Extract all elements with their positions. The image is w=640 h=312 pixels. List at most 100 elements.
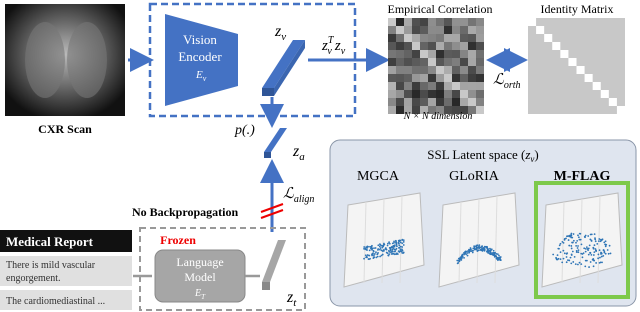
- matrix-cell: [436, 42, 444, 50]
- lm-symbol: ET: [194, 288, 206, 301]
- matrix-cell: [420, 98, 428, 106]
- scatter-point: [592, 259, 595, 262]
- scatter-point: [570, 234, 573, 236]
- z-t-bar: [262, 240, 286, 282]
- scatter-point: [577, 236, 580, 239]
- scatter-point: [593, 251, 596, 254]
- matrix-cell: [396, 50, 404, 58]
- scatter-point: [598, 249, 601, 252]
- matrix-cell: [444, 18, 452, 26]
- matrix-cell: [444, 26, 452, 34]
- scatter-point: [378, 248, 381, 251]
- scatter-point: [459, 256, 462, 259]
- scatter-point: [569, 256, 572, 259]
- matrix-cell: [412, 42, 420, 50]
- scatter-point: [401, 252, 404, 254]
- scatter-point: [377, 244, 380, 247]
- scatter-point: [381, 253, 384, 256]
- matrix-cell: [420, 66, 428, 74]
- matrix-cell: [388, 42, 396, 50]
- latent-title: SSL Latent space (zv): [427, 147, 538, 164]
- matrix-cell: [428, 26, 436, 34]
- scatter-point: [602, 255, 605, 257]
- z-t-label: zt: [286, 289, 297, 309]
- matrix-cell: [388, 66, 396, 74]
- scatter-point: [583, 247, 586, 250]
- scatter-point: [391, 250, 393, 253]
- scatter-point: [584, 234, 587, 237]
- scatter-point: [375, 256, 378, 259]
- scatter-point: [604, 243, 607, 246]
- scatter-point: [381, 250, 384, 252]
- scatter-point: [584, 250, 587, 253]
- matrix-cell: [428, 50, 436, 58]
- scatter-point: [597, 253, 600, 256]
- scatter-point: [478, 244, 481, 246]
- report-sentence: [0, 290, 132, 310]
- scatter-point: [565, 261, 568, 264]
- matrix-cell: [388, 26, 396, 34]
- scatter-point: [392, 247, 395, 250]
- scatter-point: [463, 256, 465, 259]
- scatter-point: [363, 246, 366, 248]
- scatter-point: [571, 250, 574, 253]
- matrix-cell: [396, 106, 404, 114]
- scatter-point: [378, 245, 381, 248]
- matrix-cell: [396, 58, 404, 66]
- identity-matrix: [528, 18, 625, 114]
- scatter-point: [475, 245, 478, 248]
- matrix-cell: [404, 58, 412, 66]
- scatter-point: [577, 245, 579, 247]
- matrix-cell: [468, 98, 476, 106]
- matrix-cell: [468, 106, 476, 114]
- matrix-cell: [452, 98, 460, 106]
- matrix-cell: [452, 18, 460, 26]
- matrix-cell: [428, 42, 436, 50]
- encoder-symbol: Ev: [195, 69, 207, 83]
- lm-label: Language: [176, 255, 223, 269]
- plot-grid: [476, 198, 480, 284]
- align-loss: ℒalign: [283, 186, 314, 205]
- matrix-cell: [436, 74, 444, 82]
- scatter-point: [593, 233, 596, 235]
- scatter-point: [576, 239, 579, 242]
- matrix-cell: [476, 98, 484, 106]
- matrix-cell: [412, 18, 420, 26]
- report-sentence: [0, 256, 132, 286]
- scatter-point: [379, 247, 382, 249]
- scatter-point: [485, 245, 487, 248]
- matrix-cell: [412, 74, 420, 82]
- scatter-point: [594, 237, 596, 240]
- scatter-point: [556, 258, 559, 261]
- matrix-cell: [412, 82, 420, 90]
- plot-grid: [399, 195, 403, 284]
- scatter-point: [397, 241, 400, 244]
- orth-loss: ℒorth: [493, 72, 520, 91]
- matrix-cell: [468, 66, 476, 74]
- matrix-cell: [396, 98, 404, 106]
- scatter-point: [580, 243, 583, 246]
- matrix-cell: [476, 42, 484, 50]
- stop-grad: [260, 209, 284, 219]
- scatter-point: [580, 252, 583, 255]
- scatter-point: [568, 244, 571, 247]
- scatter-point: [371, 253, 373, 256]
- scatter-point: [374, 247, 377, 249]
- scatter-point: [393, 240, 395, 243]
- scatter-point: [464, 252, 466, 255]
- report-header: [0, 230, 132, 252]
- matrix-cell: [412, 106, 420, 114]
- scatter-point: [495, 255, 498, 258]
- matrix-cell: [388, 74, 396, 82]
- plot-grid: [458, 201, 462, 284]
- scatter-point: [496, 253, 499, 256]
- scatter-point: [607, 252, 610, 255]
- scatter-point: [399, 245, 402, 248]
- scatter-point: [563, 252, 566, 255]
- scatter-point: [399, 241, 402, 244]
- scatter-point: [487, 250, 490, 253]
- scatter-point: [382, 243, 385, 246]
- matrix-cell: [460, 34, 468, 42]
- scatter-point: [598, 261, 601, 264]
- scatter-point: [578, 261, 581, 264]
